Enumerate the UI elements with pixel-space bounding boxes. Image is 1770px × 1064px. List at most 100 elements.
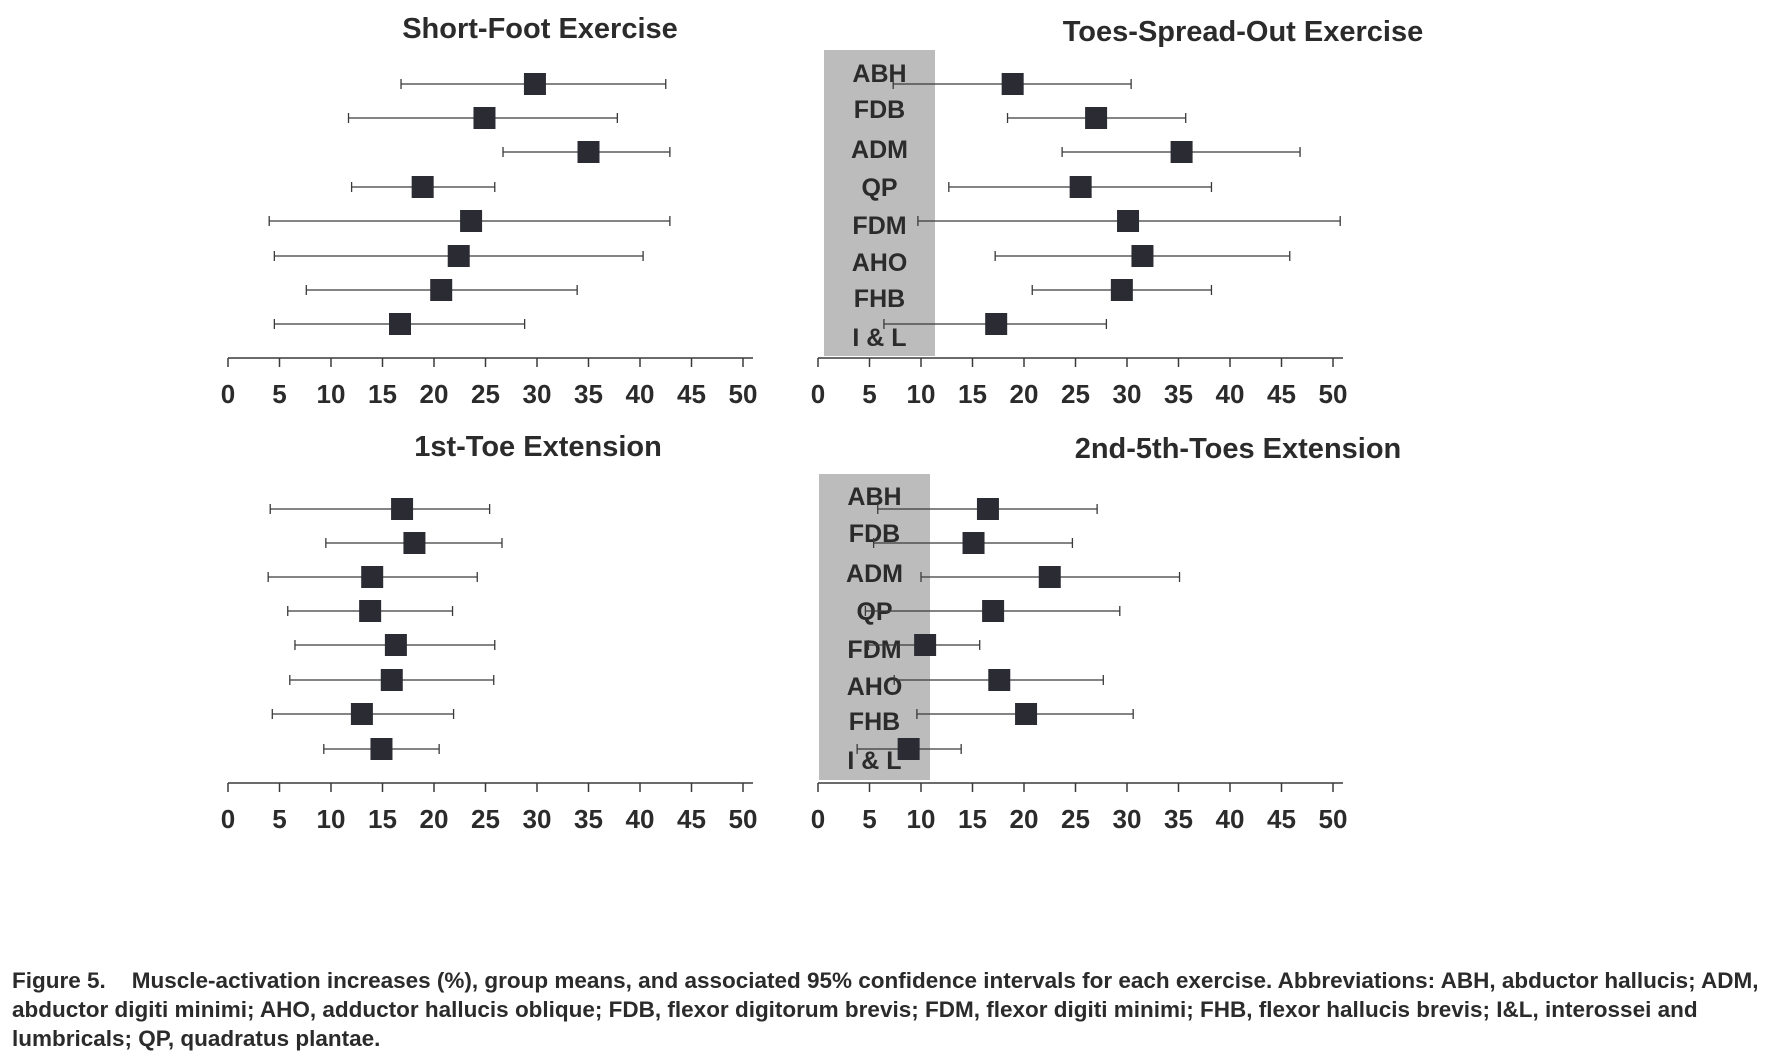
mean-marker [389, 313, 412, 335]
muscle-label-band [824, 50, 935, 356]
muscle-label-aho: AHO [852, 249, 908, 277]
mean-marker [1015, 703, 1038, 725]
x-tick-label: 40 [1216, 804, 1245, 834]
x-tick-label: 5 [862, 379, 876, 409]
figure-caption: Figure 5. Muscle-activation increases (%)… [12, 966, 1762, 1053]
x-tick-label: 5 [272, 804, 286, 834]
panel-2: Toes-Spread-Out Exercise 0 5 10 15 20 25 30 35 40… [811, 16, 1423, 409]
mean-marker [447, 245, 470, 267]
mean-marker [430, 279, 453, 301]
mean-marker [577, 141, 600, 163]
panel-title: 1st-Toe Extension [414, 431, 662, 463]
muscle-label-il: I & L [852, 324, 906, 352]
x-tick-label: 40 [1216, 379, 1245, 409]
mean-marker [350, 703, 373, 725]
mean-marker [1170, 141, 1193, 163]
x-tick-label: 50 [1319, 804, 1348, 834]
x-tick-label: 5 [862, 804, 876, 834]
mean-marker [523, 73, 546, 95]
x-tick-label: 15 [368, 379, 397, 409]
muscle-label-aho: AHO [847, 673, 903, 701]
x-tick-label: 10 [907, 379, 936, 409]
x-tick-label: 20 [420, 379, 449, 409]
mean-marker [403, 532, 426, 554]
muscle-label-band [819, 474, 930, 780]
mean-marker [1131, 245, 1154, 267]
x-tick-label: 25 [471, 379, 500, 409]
mean-marker [985, 313, 1008, 335]
x-tick-label: 20 [1010, 804, 1039, 834]
muscle-label-fdb: FDB [854, 96, 905, 124]
mean-marker [380, 669, 403, 691]
x-tick-label: 0 [221, 804, 235, 834]
x-tick-label: 35 [574, 804, 603, 834]
forest-plot-figure: ABH FDB ADM QP FDM AHO FHB I & L ABH FDB ADM QP FDM A… [221, 13, 1423, 834]
mean-marker [962, 532, 985, 554]
caption-text: Muscle-activation increases (%), group m… [12, 968, 1759, 1051]
mean-marker [1001, 73, 1024, 95]
x-tick-label: 40 [626, 804, 655, 834]
muscle-label-qp: QP [861, 174, 897, 202]
mean-marker [982, 600, 1005, 622]
mean-marker [1117, 210, 1140, 232]
x-tick-label: 10 [317, 379, 346, 409]
mean-marker [988, 669, 1011, 691]
x-tick-label: 50 [1319, 379, 1348, 409]
mean-marker [411, 176, 434, 198]
muscle-label-qp: QP [856, 598, 892, 626]
x-tick-label: 30 [523, 379, 552, 409]
muscle-label-abh: ABH [847, 483, 901, 511]
muscle-label-fdm: FDM [852, 212, 906, 240]
x-tick-label: 35 [574, 379, 603, 409]
panel-title: 2nd-5th-Toes Extension [1075, 433, 1402, 465]
x-tick-label: 20 [1010, 379, 1039, 409]
x-tick-label: 0 [221, 379, 235, 409]
panel-title: Short-Foot Exercise [402, 13, 678, 45]
mean-marker [976, 498, 999, 520]
x-tick-label: 20 [420, 804, 449, 834]
panel-title: Toes-Spread-Out Exercise [1063, 16, 1423, 48]
muscle-label-fdb: FDB [849, 520, 900, 548]
x-tick-label: 25 [471, 804, 500, 834]
x-tick-label: 25 [1061, 804, 1090, 834]
muscle-label-fdm: FDM [847, 636, 901, 664]
x-tick-label: 45 [677, 379, 706, 409]
x-tick-label: 45 [677, 804, 706, 834]
x-tick-label: 45 [1267, 804, 1296, 834]
mean-marker [361, 566, 384, 588]
x-tick-label: 15 [958, 379, 987, 409]
mean-marker [370, 738, 393, 760]
x-tick-label: 30 [1113, 804, 1142, 834]
x-tick-label: 35 [1164, 804, 1193, 834]
mean-marker [914, 634, 937, 656]
x-tick-label: 45 [1267, 379, 1296, 409]
muscle-label-adm: ADM [846, 560, 903, 588]
muscle-label-abh: ABH [852, 60, 906, 88]
panel-3: 1st-Toe Extension 0 5 10 15 20 25 30 35 40 45 50 [221, 431, 758, 834]
x-tick-label: 50 [729, 379, 758, 409]
mean-marker [1038, 566, 1061, 588]
mean-marker [1069, 176, 1092, 198]
x-tick-label: 35 [1164, 379, 1193, 409]
x-tick-label: 15 [958, 804, 987, 834]
x-tick-label: 10 [317, 804, 346, 834]
x-tick-label: 30 [523, 804, 552, 834]
x-tick-label: 0 [811, 379, 825, 409]
panel-1: Short-Foot Exercise 0 5 10 15 20 25 30 35 40 45 50 [221, 13, 758, 409]
mean-marker [1110, 279, 1133, 301]
caption-label: Figure 5. [12, 968, 106, 993]
x-tick-label: 5 [272, 379, 286, 409]
x-tick-label: 30 [1113, 379, 1142, 409]
x-tick-label: 15 [368, 804, 397, 834]
x-tick-label: 10 [907, 804, 936, 834]
mean-marker [359, 600, 382, 622]
mean-marker [897, 738, 920, 760]
mean-marker [460, 210, 483, 232]
x-tick-label: 0 [811, 804, 825, 834]
muscle-label-fhb: FHB [854, 285, 905, 313]
mean-marker [384, 634, 407, 656]
mean-marker [391, 498, 414, 520]
x-tick-label: 40 [626, 379, 655, 409]
muscle-label-adm: ADM [851, 136, 908, 164]
mean-marker [1085, 107, 1108, 129]
